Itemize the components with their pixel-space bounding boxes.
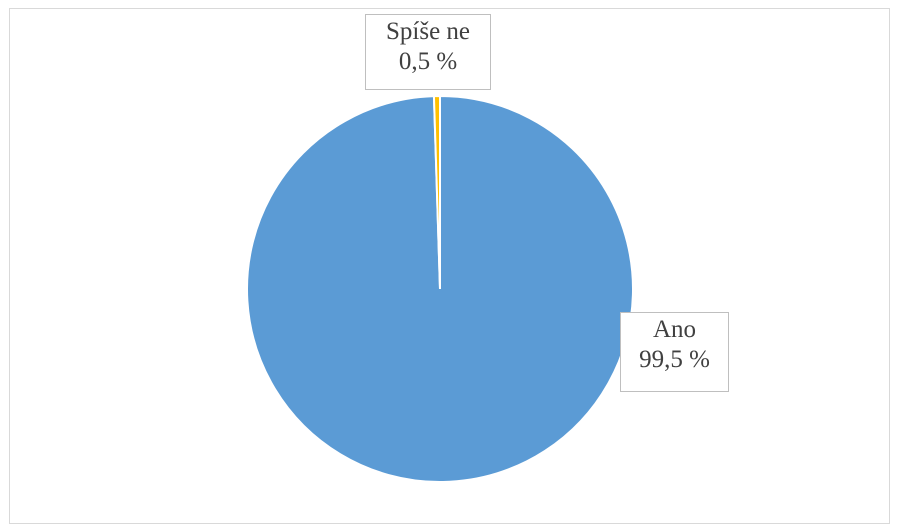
pie-slice-spise-ne: [432, 94, 441, 290]
data-label-value: 0,5 %: [398, 48, 458, 75]
data-label-category: Ano: [652, 316, 697, 343]
data-label-spise-ne: Spíše ne 0,5 %: [365, 14, 491, 90]
data-label-ano: Ano 99,5 %: [620, 312, 729, 392]
data-label-value: 99,5 %: [639, 346, 710, 373]
data-label-category: Spíše ne: [385, 18, 471, 45]
